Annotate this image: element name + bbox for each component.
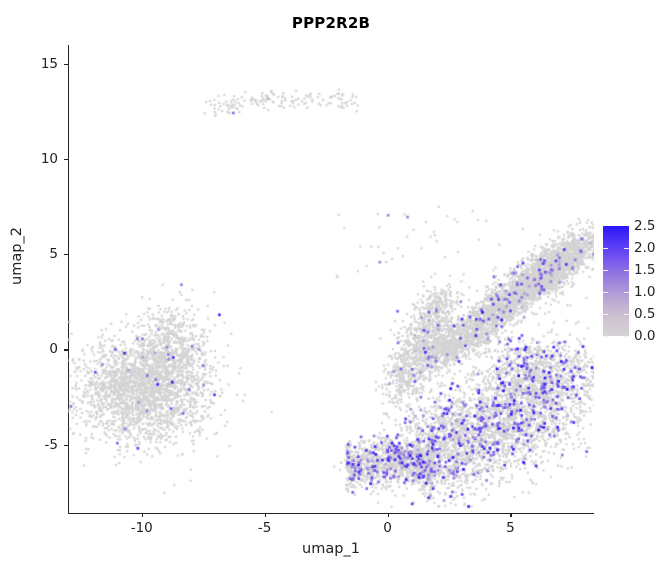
y-tick-label: 0 (49, 341, 58, 358)
colorbar-tick-mark (624, 270, 629, 272)
colorbar-tick-label: 0.5 (634, 306, 656, 322)
colorbar-tick-label: 0.0 (634, 328, 656, 344)
y-tick-mark (64, 444, 68, 446)
x-tick-mark (141, 513, 143, 517)
colorbar: 2.5 2.0 1.5 1.0 0.5 0.0 (603, 218, 669, 344)
colorbar-tick-mark (624, 248, 629, 250)
colorbar-tick-label: 2.5 (634, 218, 656, 234)
colorbar-tick-mark (624, 336, 629, 338)
colorbar-tick-mark (624, 314, 629, 316)
x-tick-mark (510, 513, 512, 517)
colorbar-tick-mark (603, 292, 608, 294)
colorbar-tick-mark (603, 248, 608, 250)
scatter-points-canvas (68, 45, 594, 513)
y-tick-label: 15 (40, 56, 58, 73)
colorbar-tick-mark (624, 292, 629, 294)
y-tick-label: -5 (44, 436, 58, 453)
page-title: PPP2R2B (291, 14, 371, 32)
colorbar-tick-label: 2.0 (634, 240, 656, 256)
scatter-plot-axes (68, 45, 594, 513)
x-tick-label: 5 (506, 520, 515, 536)
colorbar-tick-mark (603, 270, 608, 272)
colorbar-tick-mark (603, 336, 608, 338)
y-tick-label: 10 (40, 151, 58, 168)
y-axis-label: umap_2 (9, 227, 25, 285)
colorbar-tick-label: 1.0 (634, 284, 656, 300)
colorbar-gradient (603, 226, 629, 336)
x-tick-label: -10 (130, 520, 153, 536)
colorbar-tick-label: 1.5 (634, 262, 656, 278)
y-tick-mark (64, 159, 68, 161)
y-tick-mark (64, 254, 68, 256)
x-axis-spine (68, 512, 594, 514)
y-tick-mark (64, 349, 68, 351)
x-tick-mark (387, 513, 389, 517)
x-tick-mark (264, 513, 266, 517)
x-tick-label: 0 (383, 520, 392, 536)
x-tick-label: -5 (257, 520, 272, 536)
y-tick-mark (64, 64, 68, 66)
x-axis-label: umap_1 (302, 541, 360, 557)
colorbar-tick-mark (603, 314, 608, 316)
y-tick-label: 5 (49, 246, 58, 263)
